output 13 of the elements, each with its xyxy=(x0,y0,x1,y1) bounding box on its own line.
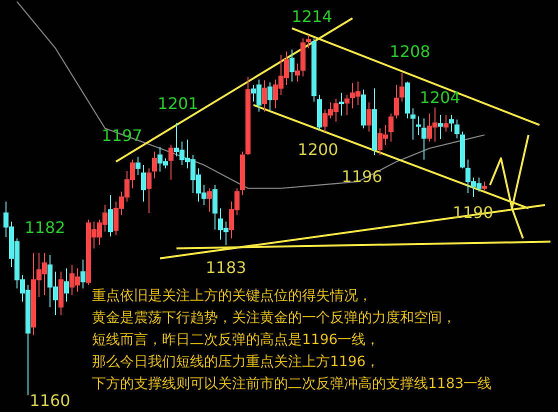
annotation: 黄金是震荡下行趋势，关注黄金的一个反弹的力度和空间， xyxy=(92,310,456,326)
annotation: 短线而言，昨日二次反弹的高点是1196一线， xyxy=(92,332,380,348)
annotation: 1200 xyxy=(298,140,338,159)
annotation: 1208 xyxy=(390,42,430,61)
text: 1214 xyxy=(292,7,332,26)
annotation: 1201 xyxy=(158,94,198,113)
annotation: 那么今日我们短线的压力重点关注上方1196， xyxy=(92,354,380,370)
annotation: 下方的支撑线则可以关注前市的二次反弹冲高的支撑线1183一线 xyxy=(92,376,492,392)
annotation: 1183 xyxy=(206,258,246,277)
annotation: 重点依旧是关注上方的关键点位的得失情况， xyxy=(92,288,372,304)
annotation: 1182 xyxy=(24,218,66,237)
annotation: 1160 xyxy=(30,391,70,410)
annotation: 1204 xyxy=(420,88,460,107)
